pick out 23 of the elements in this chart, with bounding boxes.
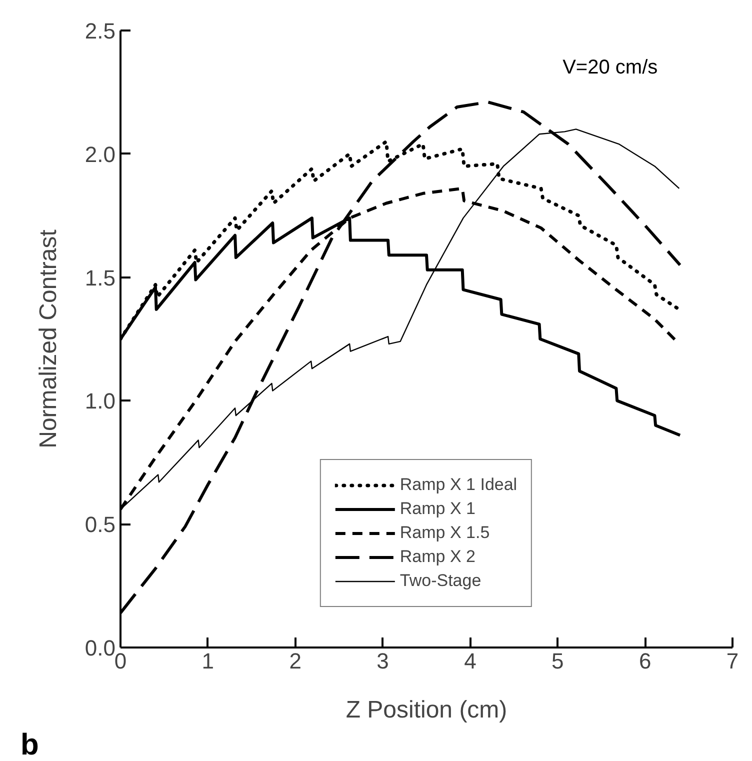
- legend-label: Ramp X 1.5: [400, 522, 490, 544]
- y-tick-label: 2.0: [84, 142, 116, 167]
- x-tick-label: 1: [202, 648, 214, 674]
- legend-label: Ramp X 1: [400, 498, 476, 520]
- x-tick-label: 0: [114, 648, 127, 674]
- x-tick-label: 7: [726, 648, 739, 674]
- text: b: [20, 728, 39, 761]
- y-axis-title: Normalized Contrast: [34, 229, 62, 448]
- x-tick-label: 3: [376, 648, 389, 674]
- y-tick-label: 1.0: [84, 388, 116, 414]
- x-tick-label: 4: [464, 648, 476, 674]
- annotation: V=20 cm/s: [562, 56, 658, 79]
- y-tick-label: 0.5: [84, 512, 116, 538]
- y-tick-label: 0.0: [84, 636, 116, 660]
- x-tick-label: 5: [552, 648, 564, 674]
- legend-label: Ramp X 1 Ideal: [400, 474, 518, 496]
- x-tick-label: 2: [289, 648, 302, 674]
- x-tick-label: 6: [638, 648, 652, 674]
- legend-label: Ramp X 2: [400, 546, 476, 568]
- legend-label: Two-Stage: [400, 570, 482, 592]
- y-tick-label: 1.5: [84, 265, 116, 290]
- y-tick-label: 2.5: [84, 18, 116, 44]
- x-axis-title: Z Position (cm): [346, 696, 508, 724]
